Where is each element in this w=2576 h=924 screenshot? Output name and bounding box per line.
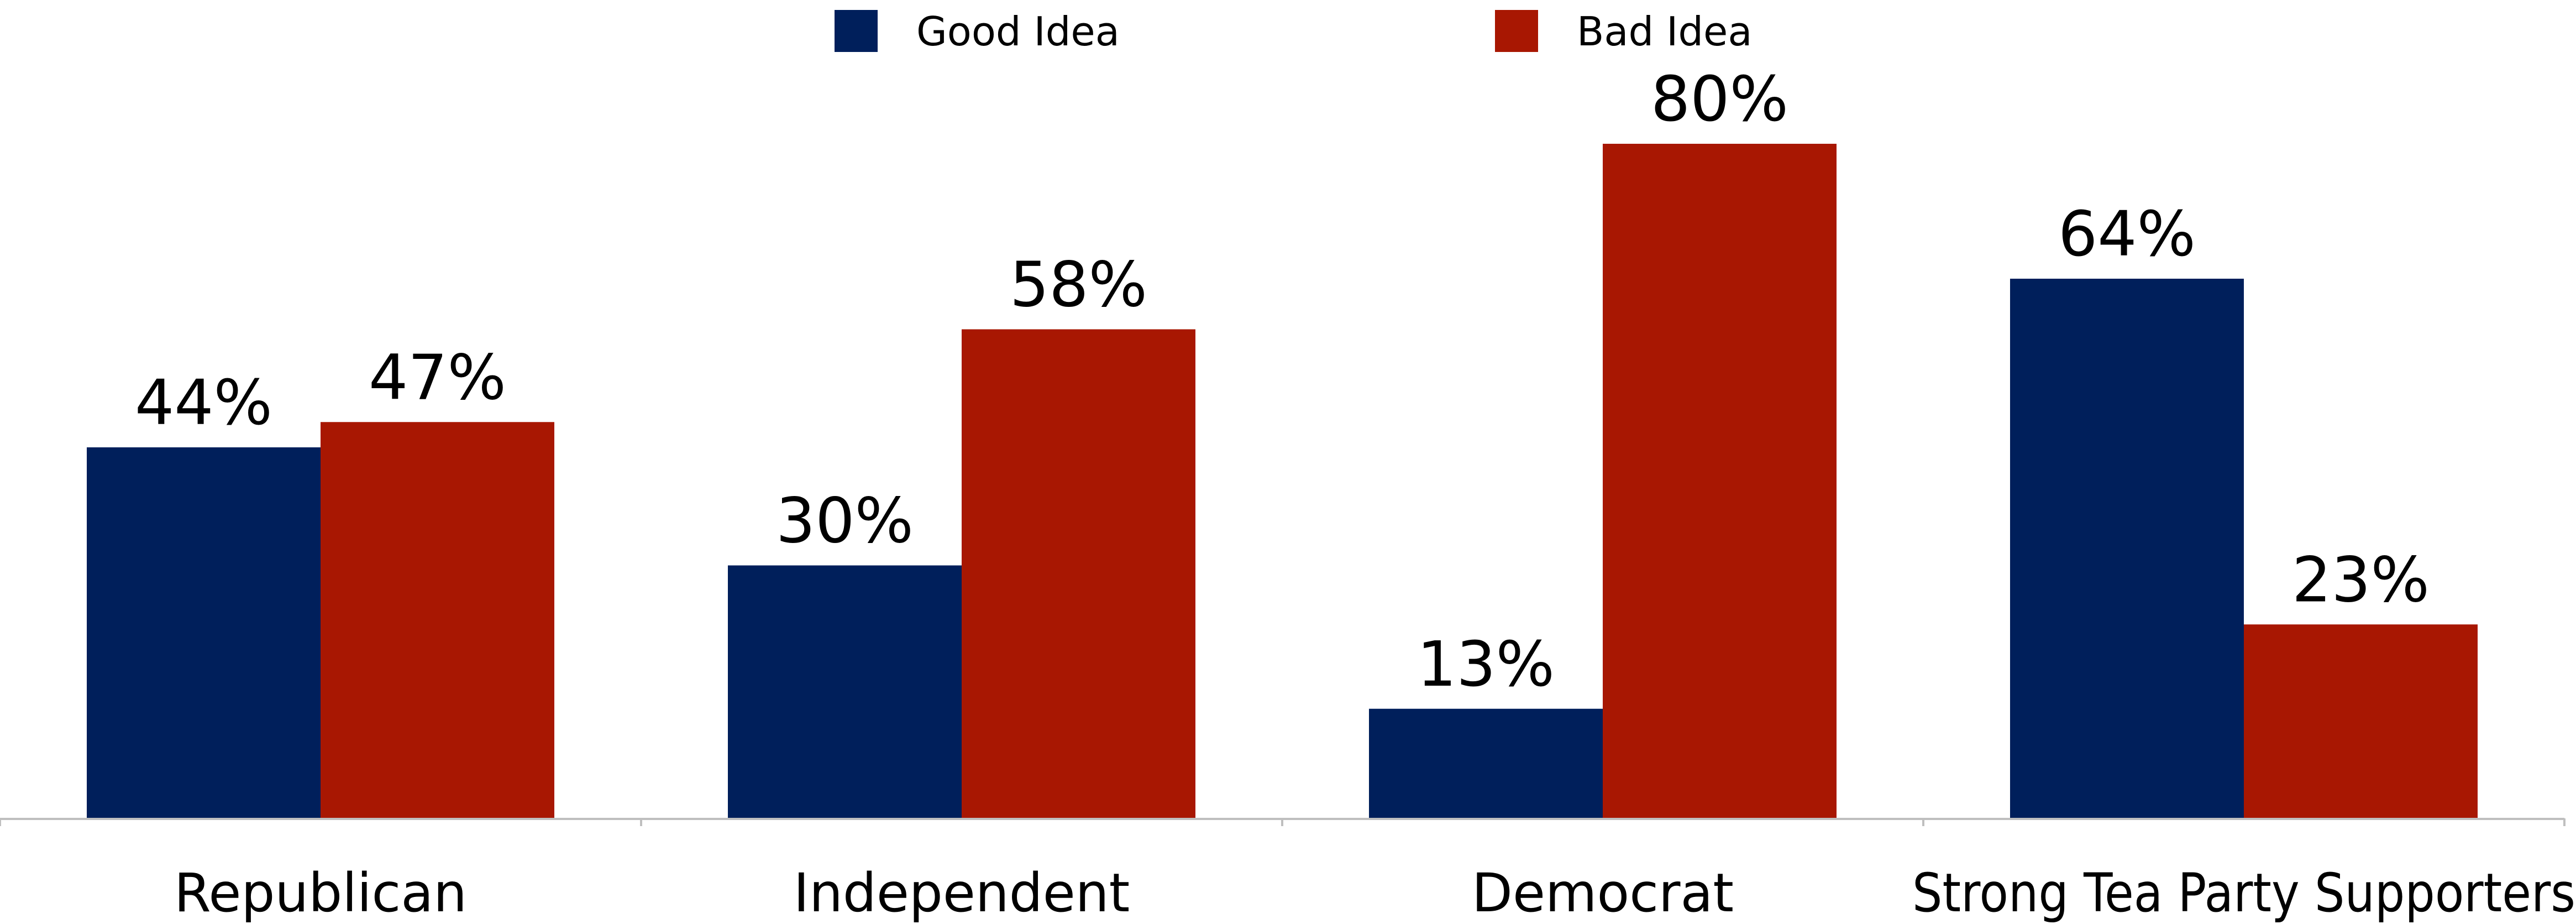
- value-label-democrat-bad-idea: 80%: [1651, 64, 1788, 135]
- category-labels: Republican Independent Democrat Strong Tea …: [174, 862, 2575, 924]
- legend-label-good-idea: Good Idea: [916, 8, 1120, 55]
- value-label-democrat-good-idea: 13%: [1417, 629, 1555, 701]
- bar-republican-good-idea: [87, 447, 321, 818]
- bar-strong-tea-party-supporters-bad-idea: [2244, 624, 2478, 818]
- value-label-independent-bad-idea: 58%: [1010, 249, 1147, 321]
- bar-independent-good-idea: [728, 565, 962, 818]
- x-axis: [0, 818, 2565, 826]
- bar-republican-bad-idea: [321, 422, 554, 818]
- category-label-independent: Independent: [794, 862, 1130, 924]
- value-label-strong-tea-party-supporters-bad-idea: 23%: [2292, 544, 2430, 616]
- value-label-republican-good-idea: 44%: [135, 367, 272, 439]
- bars: [87, 144, 2478, 818]
- bar-democrat-good-idea: [1369, 708, 1603, 818]
- value-label-independent-good-idea: 30%: [776, 486, 914, 557]
- value-label-republican-bad-idea: 47%: [369, 342, 506, 414]
- legend: Good Idea Bad Idea: [835, 8, 1752, 55]
- category-label-strong-tea-party-supporters: Strong Tea Party Supporters: [1912, 862, 2575, 924]
- value-label-strong-tea-party-supporters-good-idea: 64%: [2058, 199, 2196, 270]
- category-label-democrat: Democrat: [1472, 862, 1734, 924]
- legend-swatch-bad-idea: [1495, 10, 1538, 52]
- legend-swatch-good-idea: [835, 10, 878, 52]
- bar-democrat-bad-idea: [1603, 144, 1837, 818]
- bar-strong-tea-party-supporters-good-idea: [2010, 279, 2244, 818]
- bar-independent-bad-idea: [962, 329, 1195, 818]
- value-labels: 44% 47% 30% 58% 13% 80% 64% 23%: [135, 64, 2430, 701]
- category-label-republican: Republican: [174, 862, 467, 924]
- legend-label-bad-idea: Bad Idea: [1577, 8, 1752, 55]
